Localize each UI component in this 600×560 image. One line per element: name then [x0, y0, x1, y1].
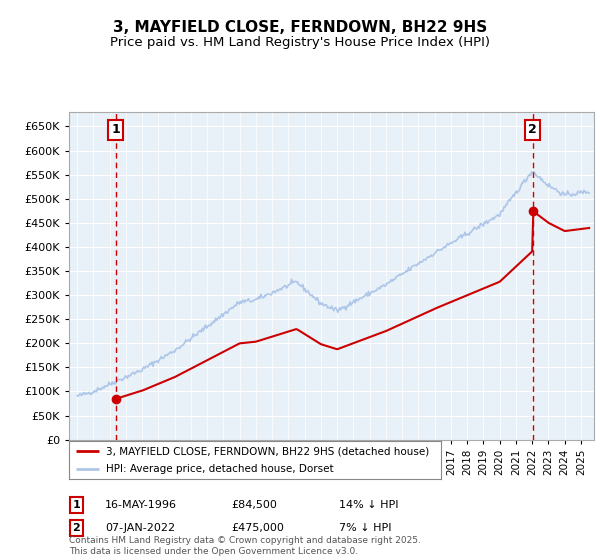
Text: 14% ↓ HPI: 14% ↓ HPI — [339, 500, 398, 510]
Text: 3, MAYFIELD CLOSE, FERNDOWN, BH22 9HS: 3, MAYFIELD CLOSE, FERNDOWN, BH22 9HS — [113, 20, 487, 35]
Text: Price paid vs. HM Land Registry's House Price Index (HPI): Price paid vs. HM Land Registry's House … — [110, 36, 490, 49]
Text: 2: 2 — [73, 523, 80, 533]
Text: 07-JAN-2022: 07-JAN-2022 — [105, 523, 175, 533]
Text: 16-MAY-1996: 16-MAY-1996 — [105, 500, 177, 510]
Text: 1: 1 — [73, 500, 80, 510]
Text: 1: 1 — [111, 123, 120, 137]
Text: 7% ↓ HPI: 7% ↓ HPI — [339, 523, 391, 533]
Text: 3, MAYFIELD CLOSE, FERNDOWN, BH22 9HS (detached house): 3, MAYFIELD CLOSE, FERNDOWN, BH22 9HS (d… — [106, 446, 430, 456]
Text: £475,000: £475,000 — [231, 523, 284, 533]
Text: HPI: Average price, detached house, Dorset: HPI: Average price, detached house, Dors… — [106, 464, 334, 474]
Text: £84,500: £84,500 — [231, 500, 277, 510]
Text: Contains HM Land Registry data © Crown copyright and database right 2025.
This d: Contains HM Land Registry data © Crown c… — [69, 536, 421, 556]
Text: 2: 2 — [528, 123, 537, 137]
